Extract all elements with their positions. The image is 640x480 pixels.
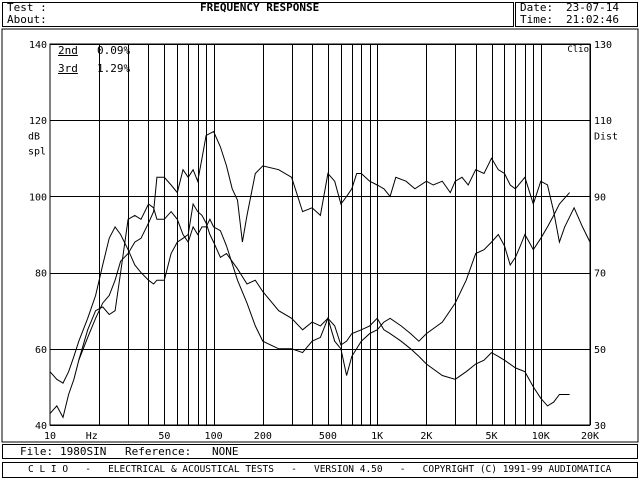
y-left-tick-label: 140	[29, 40, 47, 51]
y-right-tick-label: 110	[594, 116, 612, 127]
header-left-panel	[2, 2, 514, 27]
y-left-tick-label: 100	[29, 192, 47, 203]
time-value: 21:02:46	[566, 13, 619, 26]
header-right-panel	[515, 2, 638, 27]
y-left-tick-label: 40	[35, 421, 47, 432]
x-tick-label: 5K	[485, 431, 497, 442]
x-tick-label: 50	[158, 431, 170, 442]
y-right-tick-label: 90	[594, 192, 606, 203]
x-tick-label: 20K	[581, 431, 599, 442]
about-label: About:	[7, 13, 47, 26]
x-unit-label: Hz	[86, 431, 98, 442]
legend-3rd-label: 3rd	[58, 62, 78, 75]
y-left-tick-label: 60	[35, 345, 47, 356]
x-tick-label: 10	[44, 431, 56, 442]
test-label: Test :	[7, 1, 47, 14]
y-right-tick-label: 30	[594, 421, 606, 432]
x-tick-label: 200	[254, 431, 272, 442]
legend-3rd-value: 1.29%	[97, 62, 131, 75]
x-tick-label: 2K	[420, 431, 432, 442]
y-left-tick-label: 80	[35, 269, 47, 280]
reference-value: NONE	[212, 445, 239, 458]
reference-label: Reference:	[125, 445, 192, 458]
chart-title: FREQUENCY RESPONSE	[200, 1, 320, 14]
x-tick-label: 1K	[371, 431, 383, 442]
series-line-3	[78, 192, 570, 376]
y-right-tick-label: 130	[594, 40, 612, 51]
file-value: 1980SIN	[60, 445, 107, 458]
legend-2nd-value: 0.09%	[97, 44, 131, 57]
y-right-unit-label: Dist	[594, 131, 618, 142]
corner-label: Clio	[567, 45, 589, 55]
graph-panel-frame	[1, 28, 639, 443]
x-tick-label: 100	[205, 431, 223, 442]
y-right-tick-label: 50	[594, 345, 606, 356]
x-tick-label: 10K	[532, 431, 550, 442]
clio-banner: C L I O - ELECTRICAL & ACOUSTICAL TESTS …	[28, 464, 612, 475]
legend-2nd-label: 2nd	[58, 44, 78, 57]
y-right-tick-label: 70	[594, 269, 606, 280]
date-label: Date:	[520, 1, 554, 14]
series-line-1	[49, 130, 591, 419]
y-left-tick-label: 120	[29, 116, 47, 127]
x-tick-label: 500	[319, 431, 337, 442]
file-panel	[2, 444, 638, 459]
banner-panel	[2, 462, 638, 478]
plot-frame	[49, 43, 591, 426]
series-line-2	[49, 202, 570, 407]
y-left-unit-label-line1: dB	[28, 131, 40, 142]
file-label: File:	[20, 445, 54, 458]
date-value: 23-07-14	[566, 1, 619, 14]
time-label: Time:	[520, 13, 554, 26]
y-left-unit-label-line2: spl	[28, 147, 46, 158]
